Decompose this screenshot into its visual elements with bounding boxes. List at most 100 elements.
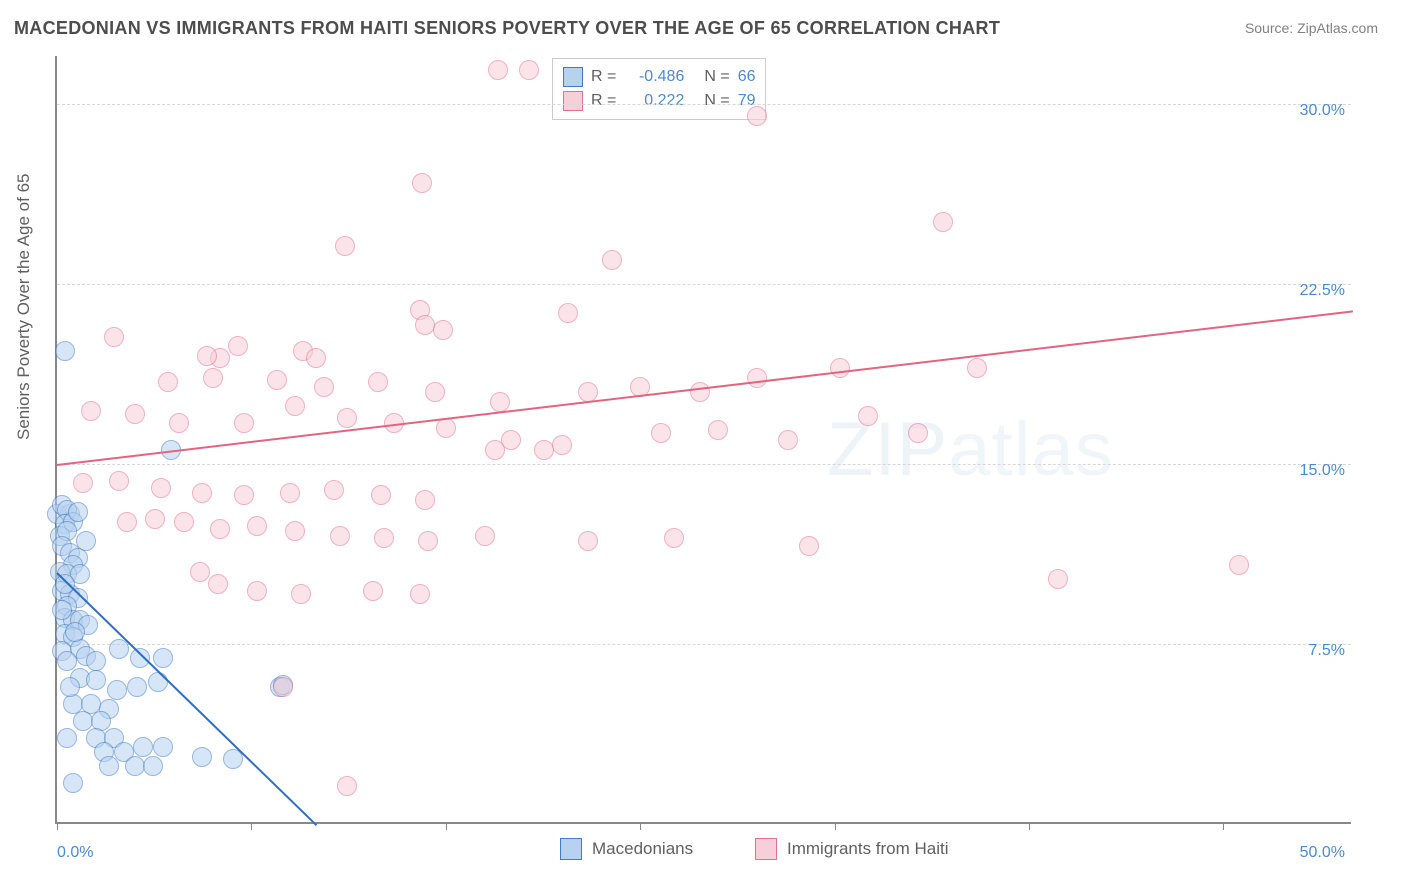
scatter-point bbox=[425, 382, 445, 402]
scatter-point bbox=[858, 406, 878, 426]
scatter-point bbox=[109, 471, 129, 491]
gridline bbox=[57, 644, 1351, 645]
scatter-point bbox=[324, 480, 344, 500]
scatter-point bbox=[143, 756, 163, 776]
source-link[interactable]: ZipAtlas.com bbox=[1297, 20, 1378, 36]
y-axis-title: Seniors Poverty Over the Age of 65 bbox=[14, 174, 34, 440]
scatter-point bbox=[273, 677, 293, 697]
scatter-point bbox=[52, 600, 72, 620]
scatter-point bbox=[337, 408, 357, 428]
scatter-point bbox=[81, 401, 101, 421]
x-tick bbox=[835, 822, 836, 830]
scatter-point bbox=[1048, 569, 1068, 589]
y-tick-label: 7.5% bbox=[1309, 642, 1345, 660]
scatter-point bbox=[933, 212, 953, 232]
x-tick bbox=[251, 822, 252, 830]
legend-stats-row: R = -0.486N = 66 bbox=[563, 65, 755, 89]
legend-stats-box: R = -0.486N = 66R = 0.222N = 79 bbox=[552, 58, 766, 120]
scatter-point bbox=[192, 483, 212, 503]
scatter-point bbox=[1229, 555, 1249, 575]
scatter-point bbox=[291, 584, 311, 604]
legend-series-label: Immigrants from Haiti bbox=[787, 839, 949, 859]
scatter-point bbox=[117, 512, 137, 532]
scatter-point bbox=[285, 521, 305, 541]
chart-container: MACEDONIAN VS IMMIGRANTS FROM HAITI SENI… bbox=[0, 0, 1406, 892]
scatter-point bbox=[363, 581, 383, 601]
x-tick bbox=[446, 822, 447, 830]
scatter-point bbox=[371, 485, 391, 505]
legend-n-value: 66 bbox=[738, 65, 756, 89]
scatter-point bbox=[519, 60, 539, 80]
scatter-point bbox=[153, 737, 173, 757]
scatter-point bbox=[158, 372, 178, 392]
legend-stats-row: R = 0.222N = 79 bbox=[563, 89, 755, 113]
scatter-point bbox=[125, 404, 145, 424]
legend-r-value: -0.486 bbox=[624, 65, 684, 89]
scatter-point bbox=[57, 728, 77, 748]
scatter-point bbox=[267, 370, 287, 390]
scatter-point bbox=[335, 236, 355, 256]
source-attribution: Source: ZipAtlas.com bbox=[1245, 20, 1378, 36]
scatter-point bbox=[68, 502, 88, 522]
x-tick-label-min: 0.0% bbox=[57, 844, 93, 862]
y-tick-label: 15.0% bbox=[1300, 462, 1345, 480]
scatter-point bbox=[368, 372, 388, 392]
scatter-point bbox=[330, 526, 350, 546]
x-tick bbox=[57, 822, 58, 830]
scatter-point bbox=[410, 584, 430, 604]
chart-title: MACEDONIAN VS IMMIGRANTS FROM HAITI SENI… bbox=[14, 18, 1000, 39]
scatter-point bbox=[552, 435, 572, 455]
scatter-point bbox=[104, 327, 124, 347]
scatter-point bbox=[57, 651, 77, 671]
legend-r-label: R = bbox=[591, 65, 616, 89]
scatter-point bbox=[578, 382, 598, 402]
scatter-point bbox=[415, 315, 435, 335]
y-tick-label: 22.5% bbox=[1300, 282, 1345, 300]
scatter-point bbox=[488, 60, 508, 80]
scatter-point bbox=[651, 423, 671, 443]
scatter-point bbox=[197, 346, 217, 366]
scatter-point bbox=[374, 528, 394, 548]
scatter-point bbox=[433, 320, 453, 340]
legend-bottom-item: Macedonians bbox=[560, 838, 693, 860]
scatter-point bbox=[747, 368, 767, 388]
scatter-point bbox=[314, 377, 334, 397]
scatter-point bbox=[908, 423, 928, 443]
scatter-point bbox=[436, 418, 456, 438]
scatter-point bbox=[55, 341, 75, 361]
scatter-point bbox=[208, 574, 228, 594]
x-tick-label-max: 50.0% bbox=[1300, 844, 1345, 862]
scatter-point bbox=[778, 430, 798, 450]
scatter-point bbox=[153, 648, 173, 668]
scatter-point bbox=[228, 336, 248, 356]
legend-r-label: R = bbox=[591, 89, 616, 113]
scatter-point bbox=[475, 526, 495, 546]
scatter-point bbox=[306, 348, 326, 368]
scatter-point bbox=[151, 478, 171, 498]
scatter-point bbox=[210, 519, 230, 539]
legend-r-value: 0.222 bbox=[624, 89, 684, 113]
trend-line bbox=[57, 310, 1353, 466]
scatter-point bbox=[234, 485, 254, 505]
scatter-point bbox=[247, 581, 267, 601]
source-prefix: Source: bbox=[1245, 20, 1297, 36]
scatter-point bbox=[558, 303, 578, 323]
scatter-point bbox=[337, 776, 357, 796]
scatter-point bbox=[418, 531, 438, 551]
scatter-point bbox=[247, 516, 267, 536]
legend-series-label: Macedonians bbox=[592, 839, 693, 859]
scatter-point bbox=[747, 106, 767, 126]
scatter-point bbox=[169, 413, 189, 433]
scatter-point bbox=[73, 711, 93, 731]
scatter-point bbox=[60, 677, 80, 697]
scatter-point bbox=[830, 358, 850, 378]
scatter-point bbox=[285, 396, 305, 416]
scatter-point bbox=[578, 531, 598, 551]
scatter-point bbox=[602, 250, 622, 270]
plot-area: ZIPatlas R = -0.486N = 66R = 0.222N = 79… bbox=[55, 56, 1351, 824]
scatter-point bbox=[192, 747, 212, 767]
legend-swatch bbox=[755, 838, 777, 860]
scatter-point bbox=[799, 536, 819, 556]
scatter-point bbox=[148, 672, 168, 692]
scatter-point bbox=[967, 358, 987, 378]
